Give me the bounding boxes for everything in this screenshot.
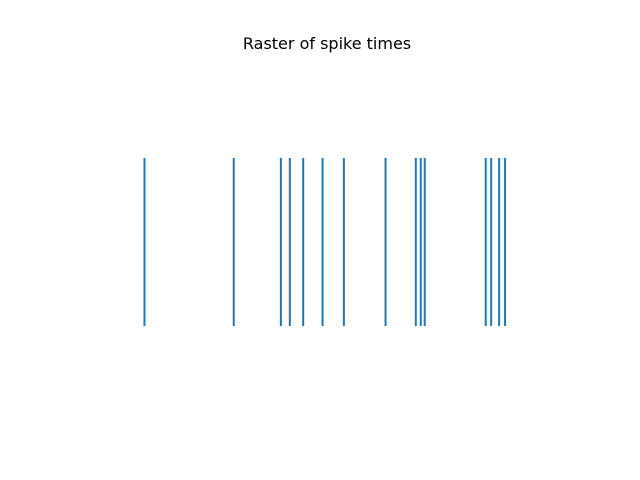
chart-title: Raster of spike times — [243, 34, 411, 53]
plot-area — [143, 158, 507, 326]
